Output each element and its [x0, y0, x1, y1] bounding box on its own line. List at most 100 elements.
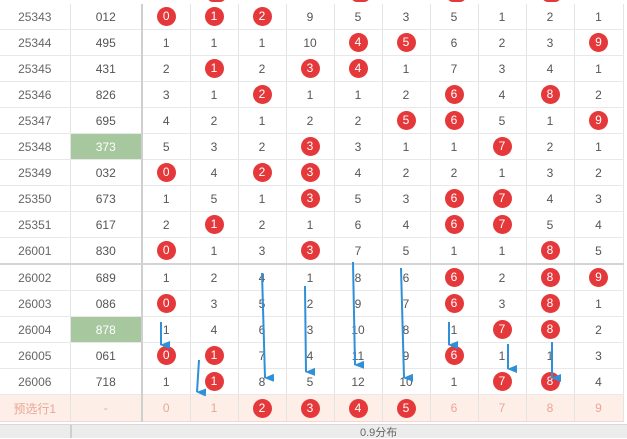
digit-cell: 7: [478, 211, 527, 238]
hit-ball: 7: [492, 189, 512, 208]
partial-ball: [207, 0, 226, 2]
hit-ball[interactable]: 5: [396, 398, 416, 418]
miss-count[interactable]: 6: [450, 401, 458, 415]
miss-count: 1: [210, 87, 218, 102]
hit-ball: 3: [300, 241, 320, 260]
digit-cell: 3: [382, 185, 431, 212]
digit-cell: 3: [238, 237, 287, 265]
hit-ball: 9: [589, 111, 608, 130]
issue-number: 26005: [0, 342, 71, 369]
miss-count[interactable]: 7: [498, 401, 506, 415]
hit-ball: 8: [540, 320, 560, 339]
draw-number: 830: [70, 237, 143, 265]
table-row: 25349 032 0 4 2 3 4 2 2 1 3 2: [0, 159, 624, 186]
miss-count: 2: [498, 270, 506, 285]
digit-cell: 1: [190, 4, 239, 30]
digit-cell: 5: [334, 185, 383, 212]
hit-ball: 0: [156, 163, 176, 182]
digit-cell: 1: [526, 107, 575, 134]
miss-count: 5: [546, 217, 554, 232]
digit-cell: 8: [526, 394, 575, 422]
digit-cell: 7: [478, 185, 527, 212]
hit-ball: 5: [396, 33, 416, 52]
table-row: 25343 012 0 1 2 9 5 3 5 1 2 1: [0, 4, 624, 30]
miss-count: 1: [498, 348, 506, 363]
miss-count: 1: [306, 217, 314, 232]
miss-count: 10: [351, 322, 365, 337]
digit-cell: 1: [430, 368, 479, 395]
hit-ball: 6: [444, 268, 464, 287]
digit-cell: 0: [142, 4, 191, 30]
digit-cell: 10: [334, 316, 383, 343]
miss-count: 7: [402, 296, 410, 311]
miss-count: 1: [402, 139, 410, 154]
hit-ball[interactable]: 2: [252, 398, 272, 418]
digit-cell: 3: [286, 394, 335, 422]
digit-cell: 1: [190, 368, 239, 395]
digit-cell: 7: [478, 394, 527, 422]
digit-cell: 1: [142, 368, 191, 395]
digit-cell: 4: [334, 29, 383, 56]
preselect-row[interactable]: 预选行1- 0 1 2 3 4 5 6 7 8 9: [0, 394, 624, 422]
miss-count: 3: [210, 296, 218, 311]
miss-count[interactable]: 1: [210, 401, 218, 415]
hit-ball: 7: [492, 320, 512, 339]
miss-count: 2: [306, 113, 314, 128]
hit-ball: 8: [540, 294, 560, 313]
miss-count[interactable]: 9: [595, 401, 602, 415]
digit-cell: 3: [478, 55, 527, 82]
miss-count: 3: [402, 191, 410, 206]
miss-count: 8: [258, 374, 266, 389]
miss-count: 5: [402, 243, 410, 258]
miss-count[interactable]: 0: [162, 401, 170, 415]
digit-cell: 0: [142, 394, 191, 422]
miss-count: 2: [162, 61, 170, 76]
issue-number: 25344: [0, 29, 71, 56]
miss-count: 2: [595, 322, 602, 337]
digit-cell: 10: [286, 29, 335, 56]
hit-ball: 1: [204, 372, 224, 391]
digit-cell: 0: [142, 237, 191, 265]
issue-number: 26004: [0, 316, 71, 343]
digit-cell: 1: [190, 394, 239, 422]
digit-cell: 6: [430, 107, 479, 134]
digit-cell: 1: [190, 211, 239, 238]
miss-count: 1: [258, 35, 266, 50]
hit-ball[interactable]: 4: [348, 398, 368, 418]
digit-cell: 5: [526, 211, 575, 238]
miss-count: 2: [210, 113, 218, 128]
table-row: 26006 718 1 1 8 5 12 10 1 7 8 4: [0, 368, 624, 395]
issue-number: 26003: [0, 290, 71, 317]
miss-count: 1: [450, 374, 458, 389]
miss-count: 5: [306, 374, 314, 389]
miss-count: 3: [306, 322, 314, 337]
digit-cell: 3: [286, 133, 335, 160]
miss-count: 12: [351, 374, 365, 389]
miss-count: 1: [595, 139, 602, 154]
digit-cell: 3: [286, 185, 335, 212]
miss-count: 2: [258, 217, 266, 232]
digit-cell: 2: [574, 316, 624, 343]
issue-number: 25345: [0, 55, 71, 82]
miss-count: 9: [402, 348, 410, 363]
hit-ball: 8: [540, 241, 560, 260]
digit-cell: 2: [142, 211, 191, 238]
digit-cell: 8: [238, 368, 287, 395]
issue-number: 25348: [0, 133, 71, 160]
digit-cell: 1: [286, 264, 335, 291]
digit-cell: 5: [142, 133, 191, 160]
hit-ball[interactable]: 3: [300, 398, 320, 418]
digit-cell: 3: [574, 185, 624, 212]
miss-count: 1: [595, 9, 602, 24]
digit-cell: 1: [382, 55, 431, 82]
issue-number: 25349: [0, 159, 71, 186]
digit-cell: 5: [382, 237, 431, 265]
digit-cell: 6: [334, 211, 383, 238]
digit-cell: 2: [238, 394, 287, 422]
digit-cell: 7: [334, 237, 383, 265]
digit-cell: 1: [190, 342, 239, 369]
digit-cell: 3: [286, 55, 335, 82]
digit-cell: 2: [286, 290, 335, 317]
miss-count[interactable]: 8: [546, 401, 554, 415]
miss-count: 2: [354, 113, 362, 128]
